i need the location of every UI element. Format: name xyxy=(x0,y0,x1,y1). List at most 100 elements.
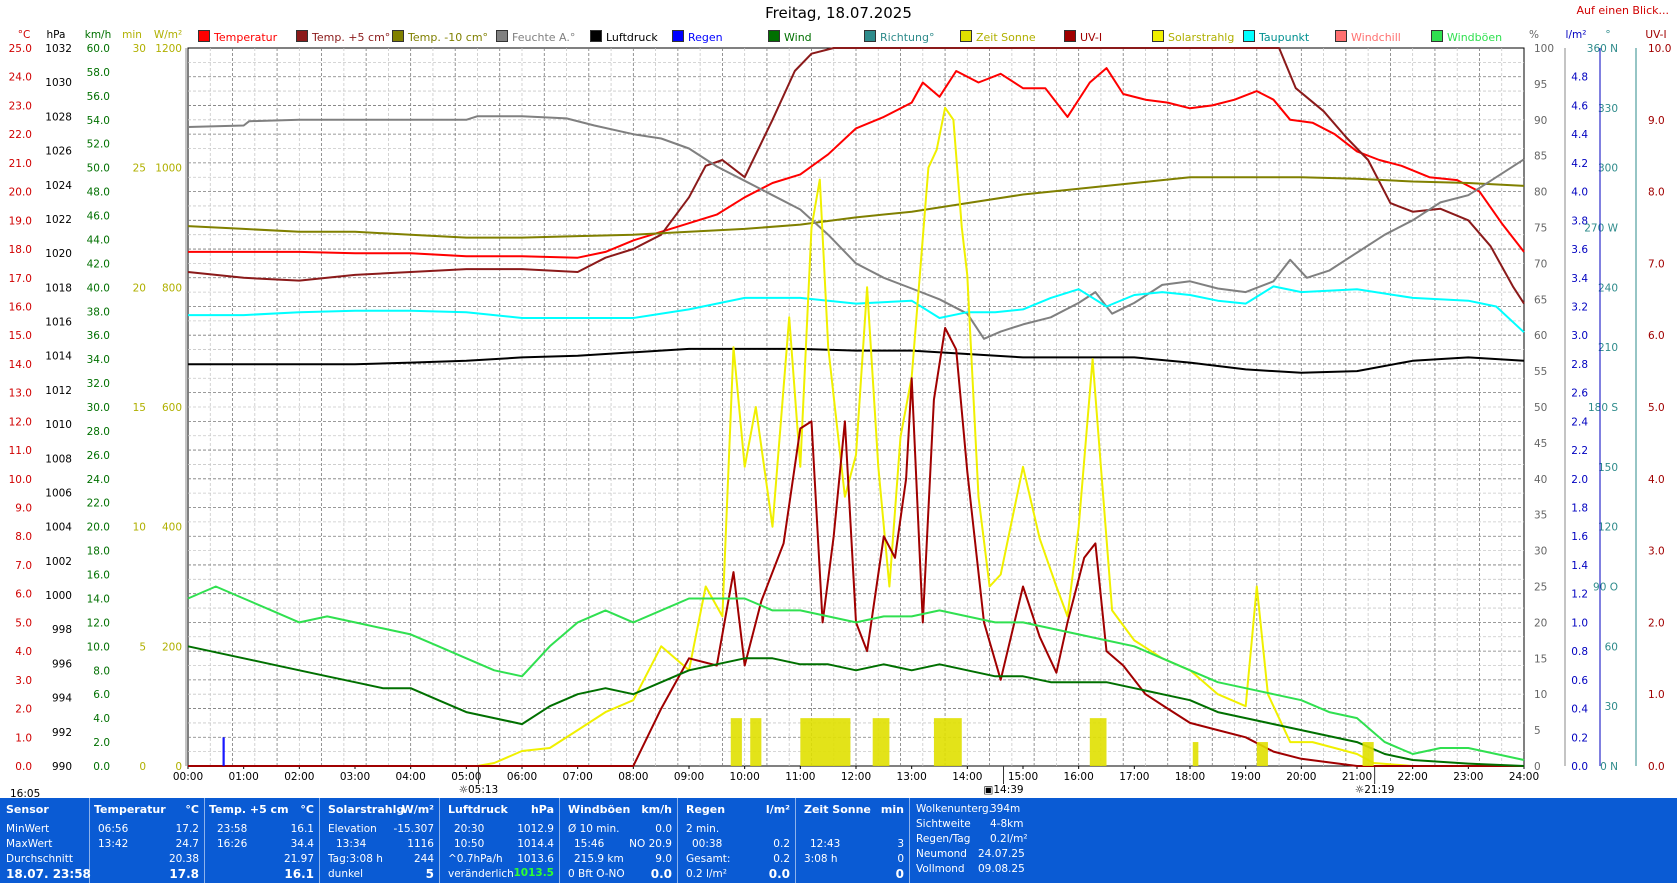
kmh-tick: 46.0 xyxy=(87,211,110,223)
x-tick: 08:00 xyxy=(618,771,648,783)
deg-tick: 0 N xyxy=(1600,761,1618,773)
pct-tick: 0 xyxy=(1534,761,1541,773)
kmh-tick: 10.0 xyxy=(87,641,110,653)
legend-item[interactable]: Temp. -10 cm° xyxy=(392,30,488,44)
left-unit-label: W/m² xyxy=(154,29,182,41)
bar-zeitsonne xyxy=(1192,742,1199,766)
legend-item[interactable]: UV-I xyxy=(1064,30,1102,44)
legend-label: Regen xyxy=(688,31,723,44)
temp-tick: 1.0 xyxy=(15,732,32,744)
temp-tick: 11.0 xyxy=(9,445,32,457)
wm2-tick: 600 xyxy=(162,402,182,414)
x-tick: 18:00 xyxy=(1175,771,1205,783)
rain-r4-value: 0.0 xyxy=(768,867,790,881)
series-temp5cm xyxy=(187,47,1525,305)
kmh-tick: 40.0 xyxy=(87,282,110,294)
x-tick: 09:00 xyxy=(674,771,704,783)
hpa-tick: 1022 xyxy=(45,214,72,226)
legend-item[interactable]: Richtung° xyxy=(864,30,934,44)
col-windboeen: Windböen km/h Ø 10 min. 0.0 15:46 NO 20.… xyxy=(560,798,678,883)
temp-tick: 10.0 xyxy=(9,474,32,486)
bar-zeitsonne xyxy=(750,718,762,766)
hpa-tick: 992 xyxy=(52,727,72,739)
uv-tick: 0.0 xyxy=(1648,761,1665,773)
lm2-tick: 3.8 xyxy=(1571,215,1588,227)
weather-chart: 0.0 1.0 2.0 3.0 4.0 5.0 6.0 7.0 8.0 9.0 10.0 11.0 12… xyxy=(9,29,1672,798)
hpa-tick: 1010 xyxy=(45,419,72,431)
temp5-avg-value: 21.97 xyxy=(283,853,314,865)
x-tick: 13:00 xyxy=(897,771,927,783)
deg-tick: 30 xyxy=(1605,701,1618,713)
x-tick: 00:00 xyxy=(173,771,203,783)
lm2-tick: 1.4 xyxy=(1571,560,1588,572)
pct-tick: 10 xyxy=(1534,689,1547,701)
legend-item[interactable]: Luftdruck xyxy=(590,30,658,44)
temp-tick: 7.0 xyxy=(15,560,32,572)
lm2-tick: 2.8 xyxy=(1571,359,1588,371)
misc-r3-label: Regen/Tag xyxy=(916,833,971,845)
misc-r2-label: Sichtweite xyxy=(916,818,971,830)
legend-item[interactable]: Windböen xyxy=(1431,30,1502,44)
x-tick: 14:00 xyxy=(952,771,982,783)
x-tick: 06:00 xyxy=(507,771,537,783)
gust-header: Windböen xyxy=(568,803,631,816)
legend-item[interactable]: Temperatur xyxy=(198,30,277,44)
page-title: Freitag, 18.07.2025 xyxy=(765,4,912,22)
temp-min-value: 17.2 xyxy=(175,823,199,835)
lm2-tick: 2.2 xyxy=(1571,445,1588,457)
wm2-tick: 800 xyxy=(162,282,182,294)
kmh-tick: 60.0 xyxy=(87,43,110,55)
pct-tick: 100 xyxy=(1534,43,1554,55)
temp-max-value: 24.7 xyxy=(175,838,199,850)
temp-tick: 18.0 xyxy=(9,244,32,256)
legend-label: UV-I xyxy=(1080,31,1103,44)
kmh-tick: 12.0 xyxy=(87,617,110,629)
legend-label: Solarstrahlg xyxy=(1168,31,1235,44)
legend-item[interactable]: Solarstrahlg xyxy=(1152,30,1234,44)
x-tick: 11:00 xyxy=(785,771,815,783)
bar-zeitsonne xyxy=(730,718,742,766)
temp-tick: 8.0 xyxy=(15,531,32,543)
solar-unit: W/m² xyxy=(401,803,434,816)
right-unit-label: UV-I xyxy=(1645,29,1666,41)
legend-item[interactable]: Temp. +5 cm° xyxy=(296,30,390,44)
x-tick: 16:00 xyxy=(1064,771,1094,783)
legend-item[interactable]: Feuchte A.° xyxy=(496,30,575,44)
gust-r3-value: 9.0 xyxy=(655,853,672,865)
deg-tick: 90 O xyxy=(1593,582,1618,594)
deg-tick: 300 xyxy=(1598,163,1618,175)
legend-item[interactable]: Windchill xyxy=(1335,30,1401,44)
hpa-tick: 1004 xyxy=(45,522,72,534)
hpa-tick: 996 xyxy=(52,658,72,670)
solar-r2-label: 13:34 xyxy=(336,838,367,850)
legend-item[interactable]: Zeit Sonne xyxy=(960,30,1036,44)
temp-tick: 12.0 xyxy=(9,416,32,428)
misc-r4-value: 24.07.25 xyxy=(978,848,1025,860)
legend-item[interactable]: Taupunkt xyxy=(1243,30,1309,44)
pct-tick: 5 xyxy=(1534,725,1541,737)
legend-item[interactable]: Wind xyxy=(768,30,812,44)
kmh-tick: 48.0 xyxy=(87,187,110,199)
misc-r1-label: Wolkenunterg. xyxy=(916,803,992,815)
legend-label: Windböen xyxy=(1447,31,1503,44)
hpa-tick: 990 xyxy=(52,761,72,773)
legend-item[interactable]: Regen xyxy=(672,30,723,44)
kmh-tick: 28.0 xyxy=(87,426,110,438)
temp-tick: 19.0 xyxy=(9,215,32,227)
legend-label: Wind xyxy=(784,31,812,44)
misc-r5-label: Vollmond xyxy=(916,863,965,875)
lm2-tick: 2.4 xyxy=(1571,416,1588,428)
left-unit-label: min xyxy=(122,29,142,41)
quick-link[interactable]: Auf einen Blick... xyxy=(1576,4,1669,17)
temp-current-value: 17.8 xyxy=(169,867,199,881)
wm2-tick: 200 xyxy=(162,641,182,653)
uv-tick: 8.0 xyxy=(1648,187,1665,199)
solar-r1-value: -15.307 xyxy=(393,823,434,835)
legend-label: Temp. -10 cm° xyxy=(408,31,489,44)
legend-swatch xyxy=(1431,30,1443,42)
gust-r3-label: 215.9 km xyxy=(574,853,624,865)
temp5-unit: °C xyxy=(300,803,314,816)
kmh-tick: 36.0 xyxy=(87,330,110,342)
legend-swatch xyxy=(198,30,210,42)
col-temp5: Temp. +5 cm °C 23:58 16.1 16:26 34.4 21.… xyxy=(205,798,320,883)
